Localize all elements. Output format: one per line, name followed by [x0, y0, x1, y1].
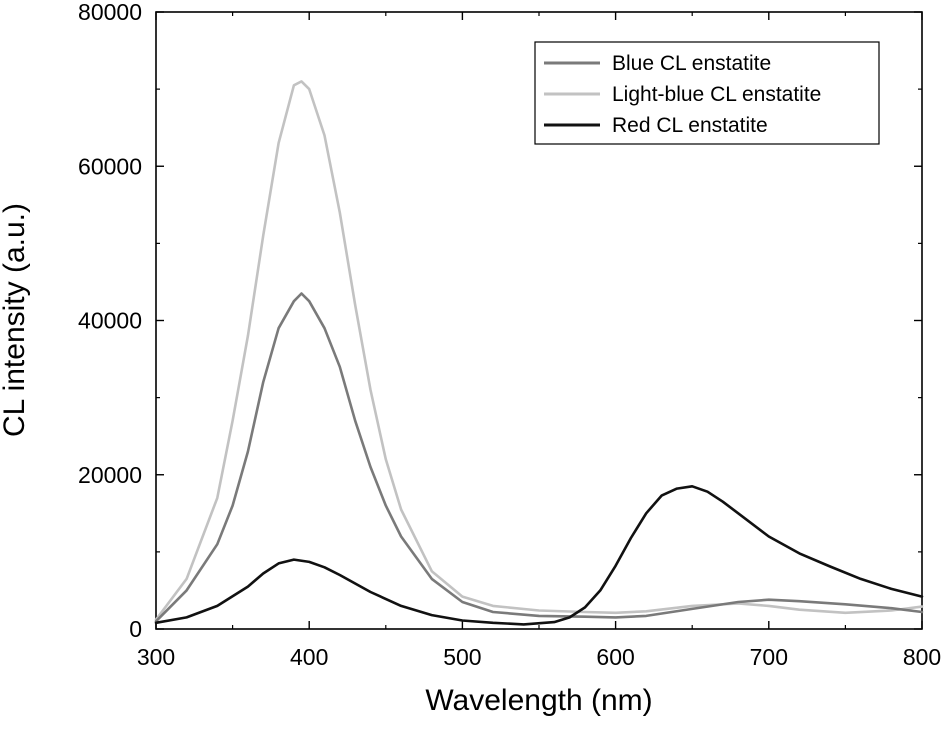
- y-axis-ticks: 0 20000 40000 60000 80000: [78, 0, 922, 642]
- legend-label: Red CL enstatite: [612, 114, 768, 137]
- series-line-2: [154, 484, 924, 626]
- legend-label: Light-blue CL enstatite: [612, 83, 821, 106]
- series-line-1: [154, 80, 924, 622]
- legend: Blue CL enstatite Light-blue CL enstatite…: [534, 41, 880, 145]
- y-axis-title: CL intensity (a.u.): [0, 203, 31, 437]
- x-tick-label: 700: [750, 644, 788, 670]
- y-tick-label: 80000: [78, 0, 142, 25]
- y-tick-label: 0: [129, 616, 142, 642]
- y-tick-label: 20000: [78, 462, 142, 488]
- data-series: [154, 80, 924, 626]
- series-line-0: [154, 292, 924, 623]
- x-axis-title: Wavelength (nm): [425, 684, 652, 717]
- x-axis-ticks: 300 400 500 600 700 800: [137, 12, 941, 670]
- x-tick-label: 500: [443, 644, 481, 670]
- x-tick-label: 800: [903, 644, 941, 670]
- y-tick-label: 40000: [78, 308, 142, 334]
- y-tick-label: 60000: [78, 153, 142, 179]
- x-tick-label: 600: [596, 644, 634, 670]
- x-tick-label: 400: [290, 644, 328, 670]
- x-tick-label: 300: [137, 644, 175, 670]
- legend-label: Blue CL enstatite: [612, 52, 771, 75]
